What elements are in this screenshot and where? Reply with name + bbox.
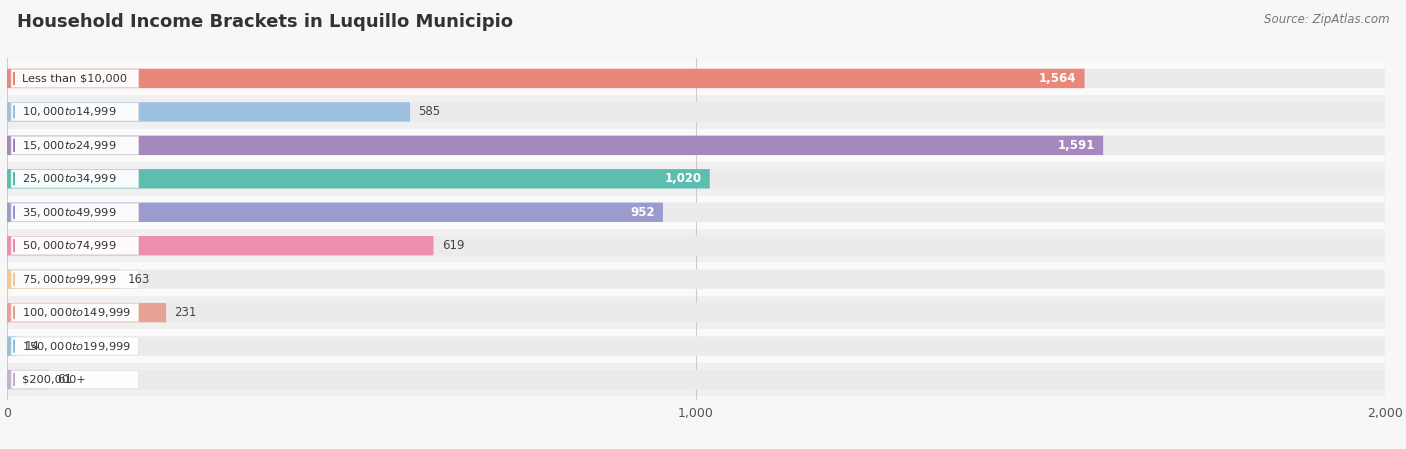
Bar <box>0 229 1406 263</box>
Bar <box>0 330 1406 363</box>
Bar <box>0 95 1406 128</box>
FancyBboxPatch shape <box>7 136 1104 155</box>
Text: 231: 231 <box>174 306 197 319</box>
FancyBboxPatch shape <box>7 303 1385 322</box>
FancyBboxPatch shape <box>7 202 662 222</box>
Bar <box>0 162 1406 195</box>
FancyBboxPatch shape <box>11 170 139 188</box>
Bar <box>0 263 1406 296</box>
Text: $200,000+: $200,000+ <box>22 374 86 384</box>
FancyBboxPatch shape <box>11 203 139 221</box>
Text: 619: 619 <box>441 239 464 252</box>
FancyBboxPatch shape <box>11 70 139 88</box>
FancyBboxPatch shape <box>7 69 1084 88</box>
FancyBboxPatch shape <box>11 270 139 288</box>
Text: 61: 61 <box>58 373 72 386</box>
FancyBboxPatch shape <box>7 336 17 356</box>
FancyBboxPatch shape <box>7 303 166 322</box>
Text: $10,000 to $14,999: $10,000 to $14,999 <box>22 106 117 119</box>
FancyBboxPatch shape <box>7 136 1385 155</box>
FancyBboxPatch shape <box>11 370 139 388</box>
Text: 952: 952 <box>630 206 655 219</box>
Bar <box>0 296 1406 330</box>
Text: $75,000 to $99,999: $75,000 to $99,999 <box>22 273 117 286</box>
FancyBboxPatch shape <box>7 169 710 189</box>
FancyBboxPatch shape <box>7 236 433 255</box>
Text: 1,020: 1,020 <box>665 172 702 185</box>
FancyBboxPatch shape <box>7 69 1385 88</box>
FancyBboxPatch shape <box>7 336 1385 356</box>
Text: $100,000 to $149,999: $100,000 to $149,999 <box>22 306 131 319</box>
Bar <box>0 128 1406 162</box>
FancyBboxPatch shape <box>7 169 1385 189</box>
FancyBboxPatch shape <box>11 237 139 255</box>
Bar <box>0 62 1406 95</box>
FancyBboxPatch shape <box>7 269 120 289</box>
Text: 1,591: 1,591 <box>1057 139 1095 152</box>
FancyBboxPatch shape <box>11 136 139 154</box>
Text: Less than $10,000: Less than $10,000 <box>22 74 128 84</box>
FancyBboxPatch shape <box>7 202 1385 222</box>
Bar <box>0 363 1406 396</box>
FancyBboxPatch shape <box>7 269 1385 289</box>
Text: $15,000 to $24,999: $15,000 to $24,999 <box>22 139 117 152</box>
FancyBboxPatch shape <box>11 337 139 355</box>
Text: $50,000 to $74,999: $50,000 to $74,999 <box>22 239 117 252</box>
Text: $25,000 to $34,999: $25,000 to $34,999 <box>22 172 117 185</box>
FancyBboxPatch shape <box>11 103 139 121</box>
FancyBboxPatch shape <box>11 304 139 321</box>
FancyBboxPatch shape <box>7 370 49 389</box>
Text: Household Income Brackets in Luquillo Municipio: Household Income Brackets in Luquillo Mu… <box>17 13 513 31</box>
FancyBboxPatch shape <box>7 102 411 122</box>
Bar <box>0 195 1406 229</box>
Text: $150,000 to $199,999: $150,000 to $199,999 <box>22 339 131 352</box>
Text: 14: 14 <box>25 339 39 352</box>
Text: 1,564: 1,564 <box>1039 72 1076 85</box>
FancyBboxPatch shape <box>7 236 1385 255</box>
FancyBboxPatch shape <box>7 370 1385 389</box>
Text: 585: 585 <box>419 106 440 119</box>
Text: $35,000 to $49,999: $35,000 to $49,999 <box>22 206 117 219</box>
FancyBboxPatch shape <box>7 102 1385 122</box>
Text: 163: 163 <box>128 273 150 286</box>
Text: Source: ZipAtlas.com: Source: ZipAtlas.com <box>1264 13 1389 26</box>
